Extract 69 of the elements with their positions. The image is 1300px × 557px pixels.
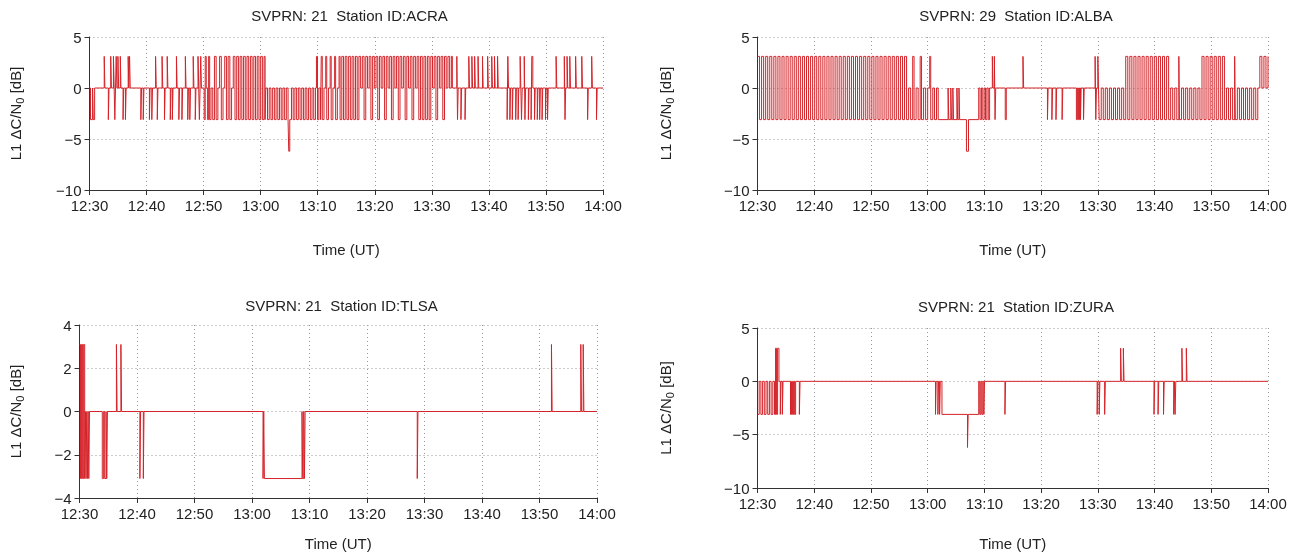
- y-tick-label: 0: [73, 79, 82, 97]
- x-tick-label: 12:30: [738, 197, 777, 214]
- x-tick-label: 13:10: [965, 495, 1004, 512]
- x-tick-label: 12:40: [795, 197, 834, 214]
- x-tick-label: 13:00: [233, 505, 271, 522]
- y-tick-label: 0: [63, 403, 72, 420]
- x-tick-label: 13:00: [908, 197, 947, 214]
- y-tick-label: 5: [741, 319, 750, 337]
- x-tick-label: 13:20: [348, 505, 386, 522]
- y-tick-label: 2: [63, 359, 72, 377]
- y-axis-title: L1 ΔC/N0 [dB]: [657, 66, 676, 161]
- x-tick-label: 13:10: [298, 197, 337, 214]
- x-tick-label: 12:40: [118, 505, 156, 522]
- x-tick-label: 13:40: [470, 197, 508, 214]
- x-tick-label: 13:40: [463, 505, 501, 522]
- y-tick-label: −5: [64, 130, 82, 148]
- x-tick-label: 13:30: [413, 197, 451, 214]
- x-tick-label: 12:40: [127, 197, 166, 214]
- chart-title: SVPRN: 21 Station ID:TLSA: [245, 297, 438, 314]
- x-tick-label: 12:50: [852, 197, 890, 214]
- x-tick-label: 12:50: [175, 505, 214, 522]
- chart-title: SVPRN: 29 Station ID:ALBA: [919, 7, 1113, 24]
- x-axis-title: Time (UT): [312, 241, 380, 258]
- x-tick-label: 13:20: [355, 197, 394, 214]
- x-axis-title: Time (UT): [979, 535, 1047, 552]
- y-tick-label: −2: [54, 446, 72, 464]
- x-tick-label: 13:50: [1192, 197, 1231, 214]
- x-tick-label: 12:30: [70, 197, 109, 214]
- x-tick-label: 12:40: [795, 495, 834, 512]
- y-axis-title: L1 ΔC/N0 [dB]: [7, 364, 26, 459]
- x-tick-label: 13:40: [1135, 197, 1174, 214]
- y-axis-title: L1 ΔC/N0 [dB]: [7, 66, 26, 161]
- y-tick-label: −10: [56, 181, 82, 199]
- x-tick-label: 13:30: [405, 505, 444, 522]
- x-tick-label: 13:40: [1135, 495, 1174, 512]
- x-tick-label: 13:10: [290, 505, 329, 522]
- y-tick-label: −4: [54, 489, 72, 507]
- x-tick-label: 12:30: [738, 495, 777, 512]
- y-tick-label: 4: [63, 316, 72, 334]
- x-tick-label: 13:20: [1022, 495, 1060, 512]
- chart-title: SVPRN: 21 Station ID:ACRA: [251, 7, 448, 24]
- x-tick-label: 13:10: [965, 197, 1004, 214]
- x-tick-label: 14:00: [1249, 495, 1287, 512]
- x-tick-label: 13:30: [1079, 495, 1117, 512]
- y-tick-label: −5: [732, 426, 750, 444]
- y-tick-label: −5: [732, 130, 750, 148]
- x-tick-label: 12:50: [852, 495, 890, 512]
- y-tick-label: 5: [741, 28, 750, 46]
- x-tick-label: 13:50: [527, 197, 565, 214]
- x-tick-label: 13:30: [1079, 197, 1117, 214]
- x-tick-label: 14:00: [1249, 197, 1287, 214]
- chart-title: SVPRN: 21 Station ID:ZURA: [918, 298, 1114, 315]
- y-tick-label: −10: [724, 479, 750, 497]
- x-tick-label: 13:20: [1022, 197, 1060, 214]
- x-axis-title: Time (UT): [304, 535, 372, 552]
- y-tick-label: −10: [724, 181, 750, 199]
- x-tick-label: 12:30: [60, 505, 99, 522]
- x-tick-label: 13:50: [520, 505, 559, 522]
- y-tick-label: 0: [741, 79, 750, 97]
- y-axis-title: L1 ΔC/N0 [dB]: [657, 361, 676, 455]
- x-tick-label: 13:00: [908, 495, 947, 512]
- x-tick-label: 13:00: [241, 197, 280, 214]
- x-tick-label: 14:00: [584, 197, 622, 214]
- x-tick-label: 13:50: [1192, 495, 1231, 512]
- x-tick-label: 14:00: [578, 505, 616, 522]
- y-tick-label: 5: [73, 28, 82, 46]
- x-tick-label: 12:50: [184, 197, 223, 214]
- y-tick-label: 0: [741, 372, 750, 390]
- x-axis-title: Time (UT): [979, 241, 1047, 258]
